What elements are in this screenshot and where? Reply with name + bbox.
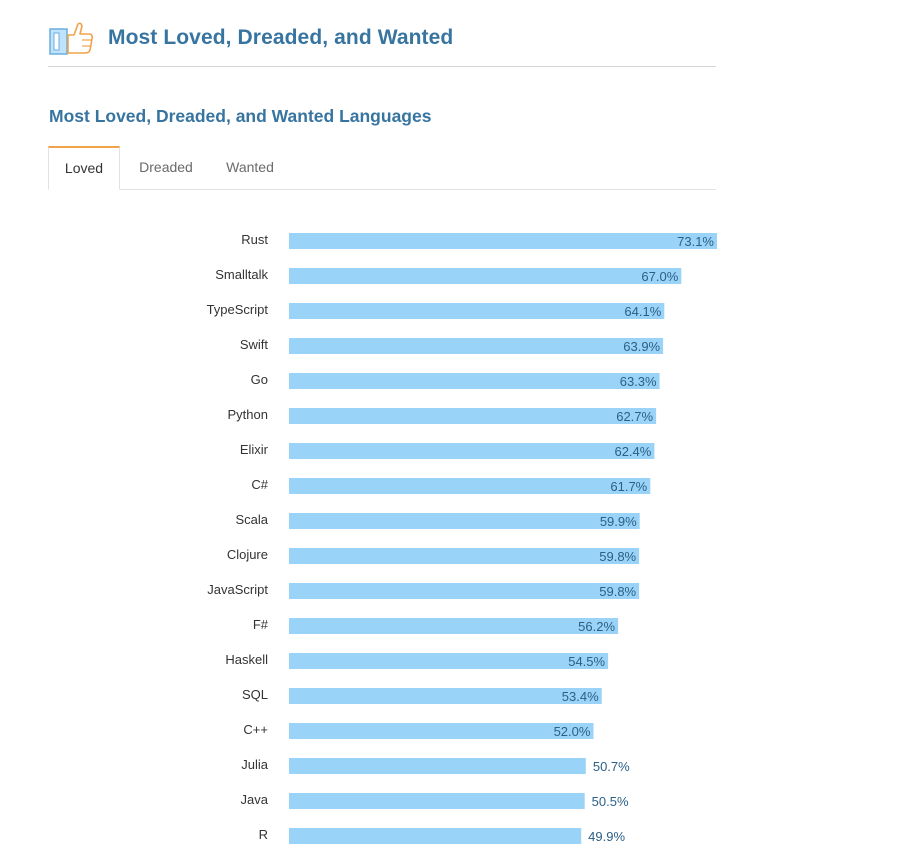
bar (289, 478, 651, 494)
bar (289, 723, 594, 739)
bar (289, 828, 582, 844)
category-label: C++ (243, 722, 268, 737)
bar (289, 443, 655, 459)
value-label: 52.0% (554, 724, 591, 739)
tab-wanted[interactable]: Wanted (226, 159, 274, 175)
bar (289, 793, 585, 809)
value-label: 61.7% (610, 479, 647, 494)
bar (289, 548, 640, 564)
category-label: Haskell (225, 652, 268, 667)
value-label: 56.2% (578, 619, 615, 634)
value-label: 64.1% (624, 304, 661, 319)
value-label: 63.3% (620, 374, 657, 389)
category-label: Julia (241, 757, 269, 772)
value-label: 59.9% (600, 514, 637, 529)
bar (289, 373, 660, 389)
category-label: Rust (241, 232, 268, 247)
tab-dreaded[interactable]: Dreaded (139, 159, 193, 175)
bar (289, 583, 640, 599)
category-label: TypeScript (207, 302, 269, 317)
value-label: 49.9% (588, 829, 625, 844)
bar (289, 303, 665, 319)
bar (289, 233, 717, 249)
value-label: 50.5% (592, 794, 629, 809)
bar (289, 758, 586, 774)
category-label: R (259, 827, 268, 842)
bar (289, 513, 640, 529)
value-label: 63.9% (623, 339, 660, 354)
value-label: 62.7% (616, 409, 653, 424)
section-title: Most Loved, Dreaded, and Wanted Language… (49, 106, 432, 126)
category-label: Smalltalk (215, 267, 268, 282)
category-label: Python (228, 407, 268, 422)
category-label: Swift (240, 337, 269, 352)
category-label: Clojure (227, 547, 268, 562)
category-label: F# (253, 617, 269, 632)
value-label: 59.8% (599, 549, 636, 564)
bar (289, 408, 657, 424)
category-label: Java (241, 792, 269, 807)
category-label: JavaScript (207, 582, 268, 597)
category-label: Elixir (240, 442, 269, 457)
value-label: 53.4% (562, 689, 599, 704)
bar (289, 338, 664, 354)
category-label: Go (251, 372, 268, 387)
category-label: Scala (235, 512, 268, 527)
bar (289, 618, 619, 634)
tab-loved[interactable]: Loved (48, 146, 120, 190)
value-label: 67.0% (641, 269, 678, 284)
category-label: SQL (242, 687, 268, 702)
tab-bar: Loved Dreaded Wanted (48, 146, 716, 190)
page-header: Most Loved, Dreaded, and Wanted (48, 18, 716, 67)
category-label: C# (251, 477, 268, 492)
value-label: 50.7% (593, 759, 630, 774)
bar (289, 653, 609, 669)
bar (289, 268, 682, 284)
bar (289, 688, 602, 704)
value-label: 62.4% (614, 444, 651, 459)
value-label: 54.5% (568, 654, 605, 669)
value-label: 73.1% (677, 234, 714, 249)
page-title: Most Loved, Dreaded, and Wanted (108, 26, 454, 49)
thumbs-up-icon (49, 22, 94, 55)
value-label: 59.8% (599, 584, 636, 599)
